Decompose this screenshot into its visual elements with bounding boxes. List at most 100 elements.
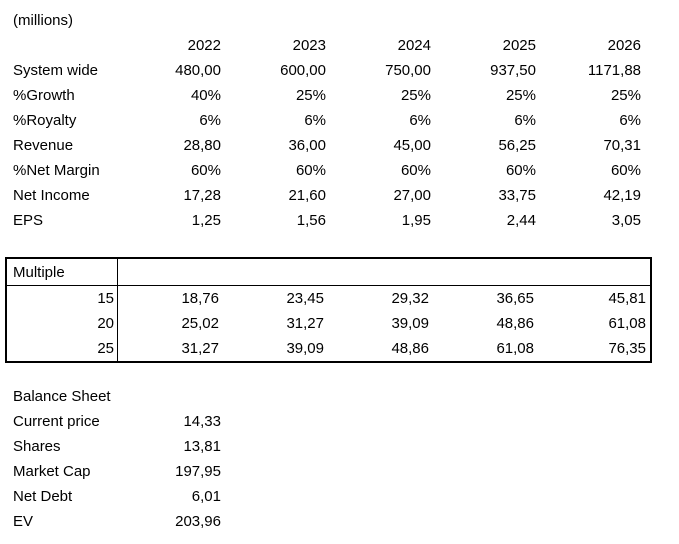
- cell-value: 56,25: [498, 137, 536, 154]
- cell-value: 61,08: [608, 315, 646, 332]
- cell-value: 937,50: [490, 62, 536, 79]
- row-label: System wide: [13, 62, 99, 79]
- row-label: %Growth: [13, 87, 75, 104]
- cell-value: 25%: [400, 87, 431, 104]
- cell-value: 45,81: [608, 290, 646, 307]
- table-row-ev: EV 203,96: [5, 509, 679, 534]
- year-header-2025: 2025: [502, 37, 536, 54]
- cell-value: 76,35: [608, 340, 646, 357]
- row-label: Revenue: [13, 137, 74, 154]
- cell-value: 600,00: [280, 62, 326, 79]
- cell-value: 39,09: [286, 340, 324, 357]
- cell-value: 480,00: [175, 62, 221, 79]
- cell-value: 13,81: [183, 438, 221, 455]
- year-header-2024: 2024: [397, 37, 431, 54]
- cell-value: 6%: [409, 112, 431, 129]
- year-header-2022: 2022: [187, 37, 221, 54]
- cell-value: 60%: [505, 162, 536, 179]
- table-row-royalty: %Royalty 6% 6% 6% 6% 6%: [5, 108, 679, 133]
- row-label: %Royalty: [13, 112, 77, 129]
- cell-value: 6,01: [191, 488, 221, 505]
- cell-value: 6%: [619, 112, 641, 129]
- row-label: Market Cap: [13, 463, 91, 480]
- multiple-value: 20: [7, 311, 118, 336]
- row-label: Net Income: [13, 187, 90, 204]
- cell-value: 14,33: [183, 413, 221, 430]
- cell-value: 750,00: [385, 62, 431, 79]
- multiple-header-label: Multiple: [7, 259, 118, 285]
- cell-value: 33,75: [498, 187, 536, 204]
- cell-value: 23,45: [286, 290, 324, 307]
- cell-value: 31,27: [286, 315, 324, 332]
- cell-value: 48,86: [391, 340, 429, 357]
- year-header-2026: 2026: [607, 37, 641, 54]
- spacer: [5, 363, 679, 384]
- row-label: EV: [13, 513, 34, 530]
- row-label: EPS: [13, 212, 44, 229]
- units-label: (millions): [13, 12, 73, 29]
- cell-value: 6%: [199, 112, 221, 129]
- cell-value: 1,56: [296, 212, 326, 229]
- multiple-row-20: 20 25,02 31,27 39,09 48,86 61,08: [7, 311, 650, 336]
- cell-value: 1171,88: [587, 62, 641, 79]
- row-label: Net Debt: [13, 488, 73, 505]
- table-row-system-wide: System wide 480,00 600,00 750,00 937,50 …: [5, 58, 679, 83]
- cell-value: 45,00: [393, 137, 431, 154]
- cell-value: 36,00: [288, 137, 326, 154]
- cell-value: 60%: [295, 162, 326, 179]
- table-row-shares: Shares 13,81: [5, 434, 679, 459]
- cell-value: 25%: [295, 87, 326, 104]
- cell-value: 17,28: [183, 187, 221, 204]
- table-row-net-debt: Net Debt 6,01: [5, 484, 679, 509]
- table-row-net-margin: %Net Margin 60% 60% 60% 60% 60%: [5, 158, 679, 183]
- cell-value: 25%: [610, 87, 641, 104]
- cell-value: 197,95: [175, 463, 221, 480]
- cell-value: 203,96: [175, 513, 221, 530]
- cell-value: 70,31: [603, 137, 641, 154]
- units-row: (millions): [5, 8, 679, 33]
- cell-value: 60%: [610, 162, 641, 179]
- balance-sheet-title-row: Balance Sheet: [5, 384, 679, 409]
- cell-value: 25,02: [181, 315, 219, 332]
- cell-value: 36,65: [496, 290, 534, 307]
- multiple-table: Multiple 15 18,76 23,45 29,32 36,65 45,8…: [5, 257, 652, 363]
- year-header-2023: 2023: [292, 37, 326, 54]
- multiple-row-25: 25 31,27 39,09 48,86 61,08 76,35: [7, 336, 650, 361]
- cell-value: 39,09: [391, 315, 429, 332]
- cell-value: 1,25: [191, 212, 221, 229]
- cell-value: 2,44: [506, 212, 536, 229]
- cell-value: 6%: [304, 112, 326, 129]
- year-header-row: 2022 2023 2024 2025 2026: [5, 33, 679, 58]
- table-row-current-price: Current price 14,33: [5, 409, 679, 434]
- cell-value: 60%: [400, 162, 431, 179]
- cell-value: 61,08: [496, 340, 534, 357]
- balance-sheet-title: Balance Sheet: [13, 388, 111, 405]
- table-row-revenue: Revenue 28,80 36,00 45,00 56,25 70,31: [5, 133, 679, 158]
- multiple-row-15: 15 18,76 23,45 29,32 36,65 45,81: [7, 286, 650, 311]
- cell-value: 6%: [514, 112, 536, 129]
- multiple-value: 25: [7, 336, 118, 361]
- row-label: Shares: [13, 438, 61, 455]
- cell-value: 21,60: [288, 187, 326, 204]
- row-label: %Net Margin: [13, 162, 100, 179]
- table-row-growth: %Growth 40% 25% 25% 25% 25%: [5, 83, 679, 108]
- table-row-net-income: Net Income 17,28 21,60 27,00 33,75 42,19: [5, 183, 679, 208]
- cell-value: 18,76: [181, 290, 219, 307]
- cell-value: 31,27: [181, 340, 219, 357]
- cell-value: 40%: [190, 87, 221, 104]
- cell-value: 29,32: [391, 290, 429, 307]
- cell-value: 1,95: [401, 212, 431, 229]
- cell-value: 60%: [190, 162, 221, 179]
- multiple-value: 15: [7, 286, 118, 311]
- table-row-eps: EPS 1,25 1,56 1,95 2,44 3,05: [5, 208, 679, 233]
- cell-value: 27,00: [393, 187, 431, 204]
- cell-value: 25%: [505, 87, 536, 104]
- cell-value: 28,80: [183, 137, 221, 154]
- cell-value: 3,05: [611, 212, 641, 229]
- multiple-table-header-row: Multiple: [7, 259, 650, 286]
- table-row-market-cap: Market Cap 197,95: [5, 459, 679, 484]
- cell-value: 42,19: [603, 187, 641, 204]
- cell-value: 48,86: [496, 315, 534, 332]
- row-label: Current price: [13, 413, 100, 430]
